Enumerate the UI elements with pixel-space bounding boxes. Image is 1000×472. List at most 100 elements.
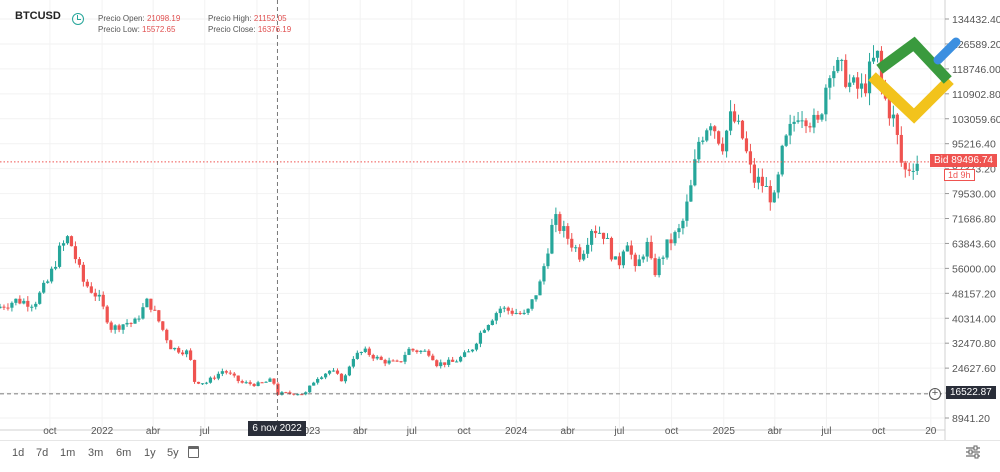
timeframe-1y[interactable]: 1y [144, 447, 156, 459]
candle-body [911, 170, 915, 172]
price-axis: 134432.40 126589.20 118746.00 110902.80 1030… [944, 0, 1000, 440]
clock-icon[interactable] [72, 13, 84, 25]
candle-body [816, 114, 820, 120]
timeframe-5y[interactable]: 5y [167, 447, 179, 459]
timeframe-6m[interactable]: 6m [116, 447, 132, 459]
candle-body [534, 295, 538, 300]
candle-body [93, 292, 97, 297]
candle-body [848, 82, 852, 87]
candle-body [673, 232, 677, 244]
candle-body [272, 378, 276, 384]
candle-body [339, 373, 344, 382]
candle-body [895, 114, 899, 135]
candle-body [188, 350, 193, 360]
candle-body [852, 77, 856, 83]
add-alert-icon[interactable]: + [929, 387, 941, 400]
candle-body [832, 71, 836, 79]
candle-body [109, 322, 113, 330]
candle-body [474, 343, 479, 350]
candle-body [268, 378, 272, 382]
candle-body [323, 373, 328, 378]
candle-body [590, 230, 594, 245]
timeframe-1d[interactable]: 1d [12, 447, 25, 459]
candle-body [609, 237, 614, 260]
candle-body [792, 121, 796, 124]
candle-body [431, 355, 435, 361]
candle-body [478, 332, 483, 344]
candle-body [661, 257, 665, 259]
candle-body [903, 162, 907, 170]
x-tick-label: oct [665, 426, 679, 437]
candle-body [371, 354, 375, 359]
candle-body [379, 356, 383, 360]
candle-body [542, 266, 546, 282]
timeframe-1m[interactable]: 1m [60, 447, 76, 459]
candle-body [153, 309, 157, 311]
candle-body [586, 244, 590, 254]
y-tick-label: 134432.40 [952, 14, 1000, 26]
candle-body [30, 306, 34, 308]
candle-body [149, 298, 153, 310]
timeframe-toolbar: 1d 7d 1m 3m 6m 1y 5y [0, 440, 1000, 468]
candle-body [312, 382, 316, 386]
candle-body [617, 256, 622, 266]
symbol-label[interactable]: BTCUSD [15, 10, 61, 22]
x-tick-label: 2022 [91, 426, 114, 437]
low-label: Precio Low: [98, 25, 140, 34]
candle-body [196, 381, 201, 384]
candle-body [399, 361, 403, 363]
candle-body [252, 383, 256, 387]
candle-body [367, 348, 371, 355]
calendar-icon[interactable] [188, 446, 199, 458]
candle-body [780, 145, 784, 175]
candle-body [593, 230, 598, 234]
candle-body [796, 120, 800, 122]
candle-body [899, 134, 903, 163]
candle-body [840, 59, 844, 61]
candle-body [335, 370, 340, 374]
candle-body [768, 185, 772, 203]
settings-sliders-icon[interactable] [965, 445, 981, 459]
x-tick-label: oct [43, 426, 57, 437]
candle-body [427, 350, 431, 356]
candle-body [46, 281, 50, 283]
candle-body [891, 114, 895, 119]
timeframe-7d[interactable]: 7d [36, 447, 49, 459]
candle-body [566, 226, 570, 239]
candle-body [717, 131, 721, 144]
ohlc-close: Precio Close: 16376.19 [208, 24, 291, 35]
candle-body [697, 141, 701, 160]
candle-body [784, 135, 788, 146]
candle-body [101, 294, 105, 307]
candle-body [125, 322, 129, 325]
candle-body [558, 214, 562, 231]
ohlc-low: Precio Low: 15572.65 [98, 24, 175, 35]
x-tick-label: abr [353, 426, 368, 437]
candle-body [181, 352, 185, 355]
candle-body [740, 120, 745, 139]
y-tick-label: 8941.20 [952, 413, 990, 425]
candle-body [470, 349, 475, 352]
y-tick-label: 118746.00 [952, 64, 1000, 76]
timeframe-3m[interactable]: 3m [88, 447, 104, 459]
candle-body [208, 377, 213, 383]
candle-body [875, 50, 880, 58]
candle-body [860, 83, 864, 89]
candle-body [117, 325, 121, 330]
candle-body [38, 292, 42, 304]
candle-body [689, 185, 693, 202]
candle-body [192, 359, 197, 382]
candle-body [486, 325, 490, 331]
candle-body [574, 247, 578, 249]
brand-logo [868, 36, 961, 124]
candle-body [653, 258, 657, 276]
x-tick-label: jul [199, 426, 210, 437]
bid-price-tag: Bid 89496.74 [930, 153, 997, 167]
candle-body [637, 259, 641, 267]
candle-body [518, 312, 522, 314]
overlays [0, 0, 945, 430]
candle-body [863, 83, 868, 94]
open-value: 21098.19 [146, 14, 181, 23]
